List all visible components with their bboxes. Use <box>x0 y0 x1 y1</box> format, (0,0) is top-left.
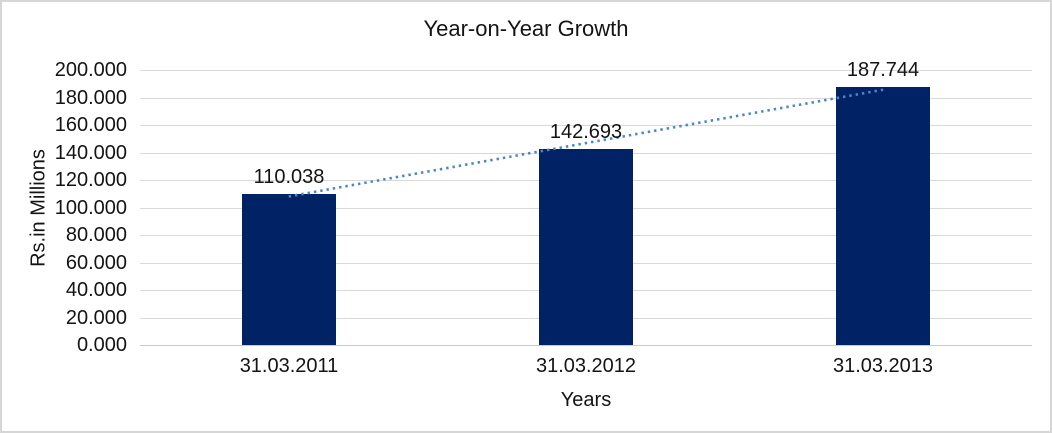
x-axis-tick-label: 31.03.2013 <box>832 355 934 377</box>
chart-title: Year-on-Year Growth <box>423 16 629 41</box>
x-axis-line <box>140 345 1032 346</box>
y-axis-tick-label: 160.000 <box>54 114 127 136</box>
y-axis-tick-label: 20.000 <box>65 307 127 329</box>
bar <box>836 87 930 345</box>
bar-value-label: 187.744 <box>846 59 920 81</box>
y-axis-tick-label: 0.000 <box>76 334 127 356</box>
y-axis-tick-label: 60.000 <box>65 252 127 274</box>
gridline <box>140 70 1032 71</box>
y-axis-tick-label: 180.000 <box>54 87 127 109</box>
y-axis-tick-label: 80.000 <box>65 224 127 246</box>
x-axis-title: Years <box>560 389 612 411</box>
bar <box>539 149 633 345</box>
x-axis-tick-label: 31.03.2012 <box>535 355 637 377</box>
y-axis-tick-label: 40.000 <box>65 279 127 301</box>
y-axis-tick-label: 100.000 <box>54 197 127 219</box>
bar-value-label: 142.693 <box>549 121 623 143</box>
bar-value-label: 110.038 <box>253 166 325 188</box>
y-axis-tick-label: 140.000 <box>54 142 127 164</box>
y-axis-tick-label: 200.000 <box>54 59 127 81</box>
x-axis-tick-label: 31.03.2011 <box>239 355 339 377</box>
y-axis-tick-label: 120.000 <box>54 169 127 191</box>
bar <box>242 194 336 345</box>
